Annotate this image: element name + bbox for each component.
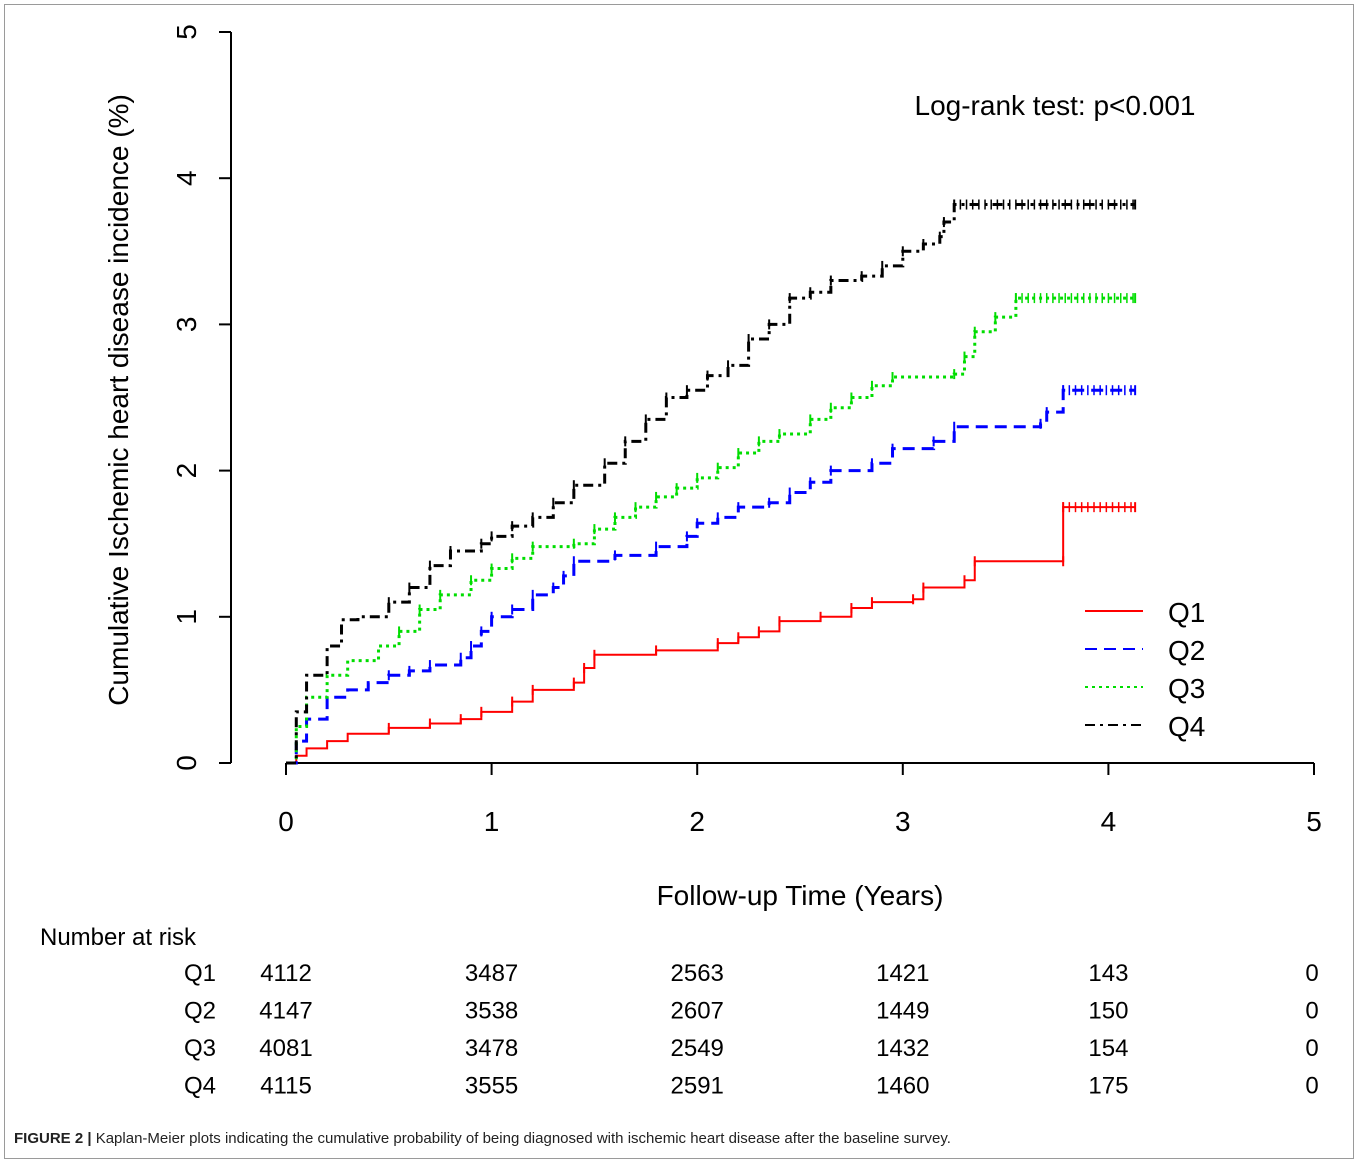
risk-cell: 3555 xyxy=(465,1073,518,1100)
x-axis-label: Follow-up Time (Years) xyxy=(657,880,944,911)
curves xyxy=(286,199,1137,765)
figure-caption: FIGURE 2 | Kaplan-Meier plots indicating… xyxy=(14,1130,1344,1147)
risk-cell: 1421 xyxy=(876,960,929,987)
curve-q4 xyxy=(286,203,1136,765)
legend-label-q1: Q1 xyxy=(1168,597,1205,628)
risk-group-label: Q4 xyxy=(184,1073,216,1100)
legend: Q1 Q2 Q3 Q4 xyxy=(1085,597,1205,742)
curve-q3 xyxy=(286,296,1136,765)
risk-cell: 4081 xyxy=(259,1035,312,1062)
y-tick-label: 2 xyxy=(171,463,202,479)
risk-group-label: Q2 xyxy=(184,998,216,1025)
y-tick-label: 0 xyxy=(171,755,202,771)
caption-text: Kaplan-Meier plots indicating the cumula… xyxy=(91,1130,951,1147)
risk-cell: 154 xyxy=(1088,1035,1128,1062)
risk-cell: 0 xyxy=(1305,1035,1318,1062)
curve-q2 xyxy=(286,388,1136,765)
risk-cell: 175 xyxy=(1088,1073,1128,1100)
risk-cell: 3538 xyxy=(465,998,518,1025)
legend-label-q2: Q2 xyxy=(1168,635,1205,666)
curve-q1 xyxy=(286,506,1136,764)
x-tick-label: 0 xyxy=(278,806,294,837)
figure-frame xyxy=(4,4,1354,1159)
y-tick-label: 5 xyxy=(171,24,202,40)
risk-cell: 0 xyxy=(1305,998,1318,1025)
risk-cell: 1449 xyxy=(876,998,929,1025)
risk-cell: 2607 xyxy=(671,998,724,1025)
risk-cell: 2549 xyxy=(671,1035,724,1062)
risk-cell: 1460 xyxy=(876,1073,929,1100)
x-tick-label: 4 xyxy=(1101,806,1117,837)
risk-cell: 143 xyxy=(1088,960,1128,987)
y-tick-label: 4 xyxy=(171,170,202,186)
risk-cell: 1432 xyxy=(876,1035,929,1062)
risk-cell: 150 xyxy=(1088,998,1128,1025)
risk-cell: 4115 xyxy=(260,1073,312,1100)
caption-label: FIGURE 2 | xyxy=(14,1130,92,1147)
y-tick-label: 3 xyxy=(171,317,202,333)
y-axis-label: Cumulative Ischemic heart disease incide… xyxy=(103,94,134,706)
axes: 0 1 2 3 4 5 0 1 2 3 4 5 xyxy=(171,24,1322,837)
risk-cell: 3478 xyxy=(465,1035,518,1062)
risk-group-label: Q1 xyxy=(184,960,216,987)
risk-cell: 4112 xyxy=(260,960,312,987)
x-tick-label: 1 xyxy=(484,806,500,837)
legend-label-q3: Q3 xyxy=(1168,673,1205,704)
risk-cell: 2563 xyxy=(671,960,724,987)
x-tick-label: 5 xyxy=(1306,806,1322,837)
legend-label-q4: Q4 xyxy=(1168,711,1205,742)
risk-cell: 4147 xyxy=(259,998,312,1025)
risk-table: Q1 4112 3487 2563 1421 143 0 Q2 4147 3538 2607 1449… xyxy=(184,960,1319,1100)
y-tick-label: 1 xyxy=(171,609,202,625)
risk-group-label: Q3 xyxy=(184,1035,216,1062)
risk-cell: 2591 xyxy=(671,1073,724,1100)
risk-table-title: Number at risk xyxy=(40,924,197,951)
risk-cell: 0 xyxy=(1305,960,1318,987)
x-tick-label: 2 xyxy=(689,806,705,837)
risk-cell: 0 xyxy=(1305,1073,1318,1100)
x-tick-label: 3 xyxy=(895,806,911,837)
risk-cell: 3487 xyxy=(465,960,518,987)
logrank-annotation: Log-rank test: p<0.001 xyxy=(915,90,1196,121)
